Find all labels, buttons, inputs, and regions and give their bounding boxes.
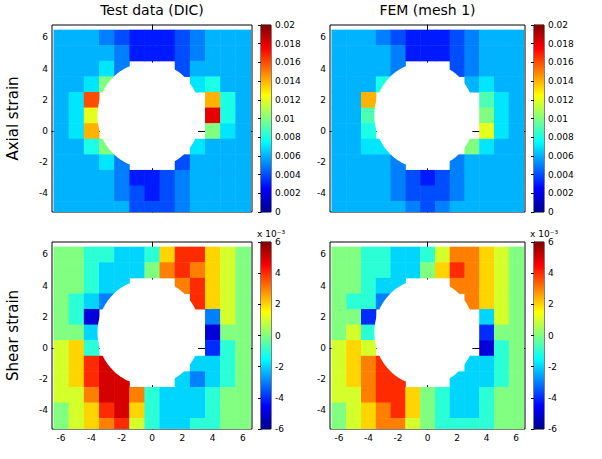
svg-text:-2: -2	[39, 374, 48, 384]
svg-text:-2: -2	[317, 157, 326, 167]
svg-text:-4: -4	[275, 393, 284, 403]
svg-text:FEM (mesh 1): FEM (mesh 1)	[379, 2, 475, 18]
svg-text:0.006: 0.006	[548, 151, 574, 161]
svg-text:-4: -4	[317, 188, 326, 198]
svg-text:6: 6	[240, 433, 246, 443]
svg-text:4: 4	[210, 433, 216, 443]
svg-text:0.004: 0.004	[275, 170, 301, 180]
svg-text:4: 4	[320, 281, 326, 291]
svg-text:4: 4	[484, 433, 490, 443]
svg-text:0: 0	[425, 433, 431, 443]
svg-text:0.012: 0.012	[275, 95, 301, 105]
svg-text:0: 0	[275, 331, 281, 341]
svg-text:6: 6	[320, 32, 326, 42]
svg-text:-6: -6	[548, 424, 557, 434]
svg-text:-4: -4	[39, 405, 48, 415]
svg-text:0.018: 0.018	[275, 39, 301, 49]
svg-text:0.012: 0.012	[548, 95, 574, 105]
svg-text:Test data (DIC): Test data (DIC)	[99, 2, 204, 18]
svg-text:0.002: 0.002	[548, 188, 574, 198]
svg-text:0: 0	[548, 331, 554, 341]
svg-text:0.01: 0.01	[275, 114, 295, 124]
svg-text:2: 2	[548, 299, 554, 309]
svg-text:4: 4	[548, 268, 554, 278]
svg-text:-2: -2	[393, 433, 402, 443]
svg-text:6: 6	[513, 433, 519, 443]
svg-text:-6: -6	[334, 433, 343, 443]
svg-text:-2: -2	[548, 362, 557, 372]
svg-text:2: 2	[42, 95, 48, 105]
svg-text:0: 0	[149, 433, 155, 443]
svg-text:x 10⁻³: x 10⁻³	[257, 229, 285, 239]
svg-text:-2: -2	[39, 157, 48, 167]
svg-text:0.008: 0.008	[275, 132, 301, 142]
svg-text:4: 4	[42, 64, 48, 74]
svg-text:0.006: 0.006	[275, 151, 301, 161]
svg-text:-6: -6	[57, 433, 66, 443]
svg-text:6: 6	[42, 32, 48, 42]
svg-text:0.016: 0.016	[548, 57, 574, 67]
svg-text:0: 0	[548, 207, 554, 217]
svg-text:-4: -4	[317, 405, 326, 415]
svg-text:4: 4	[42, 281, 48, 291]
svg-text:Axial strain: Axial strain	[4, 76, 22, 160]
svg-text:0.02: 0.02	[275, 20, 295, 30]
svg-text:2: 2	[179, 433, 185, 443]
svg-text:0.018: 0.018	[548, 39, 574, 49]
svg-text:6: 6	[42, 249, 48, 259]
svg-text:0.014: 0.014	[548, 76, 574, 86]
svg-text:4: 4	[320, 64, 326, 74]
svg-text:6: 6	[275, 237, 281, 247]
svg-text:0.016: 0.016	[275, 57, 301, 67]
svg-text:0: 0	[275, 207, 281, 217]
svg-text:0.008: 0.008	[548, 132, 574, 142]
svg-text:-2: -2	[275, 362, 284, 372]
svg-text:0: 0	[320, 126, 326, 136]
svg-text:2: 2	[320, 312, 326, 322]
svg-text:-4: -4	[87, 433, 96, 443]
svg-text:-4: -4	[39, 188, 48, 198]
svg-text:Shear strain: Shear strain	[4, 290, 22, 381]
svg-text:-2: -2	[317, 374, 326, 384]
svg-text:4: 4	[275, 268, 281, 278]
svg-text:0.002: 0.002	[275, 188, 301, 198]
svg-text:0.01: 0.01	[548, 114, 568, 124]
svg-text:2: 2	[454, 433, 460, 443]
svg-text:-6: -6	[275, 424, 284, 434]
svg-text:2: 2	[320, 95, 326, 105]
svg-text:0: 0	[42, 343, 48, 353]
svg-text:2: 2	[42, 312, 48, 322]
svg-text:0.004: 0.004	[548, 170, 574, 180]
svg-text:2: 2	[275, 299, 281, 309]
svg-text:6: 6	[320, 249, 326, 259]
svg-text:x 10⁻³: x 10⁻³	[530, 229, 558, 239]
svg-text:0.014: 0.014	[275, 76, 301, 86]
svg-text:0.02: 0.02	[548, 20, 568, 30]
svg-text:-2: -2	[117, 433, 126, 443]
svg-text:-4: -4	[364, 433, 373, 443]
svg-text:-4: -4	[548, 393, 557, 403]
svg-text:0: 0	[42, 126, 48, 136]
svg-text:0: 0	[320, 343, 326, 353]
svg-text:6: 6	[548, 237, 554, 247]
